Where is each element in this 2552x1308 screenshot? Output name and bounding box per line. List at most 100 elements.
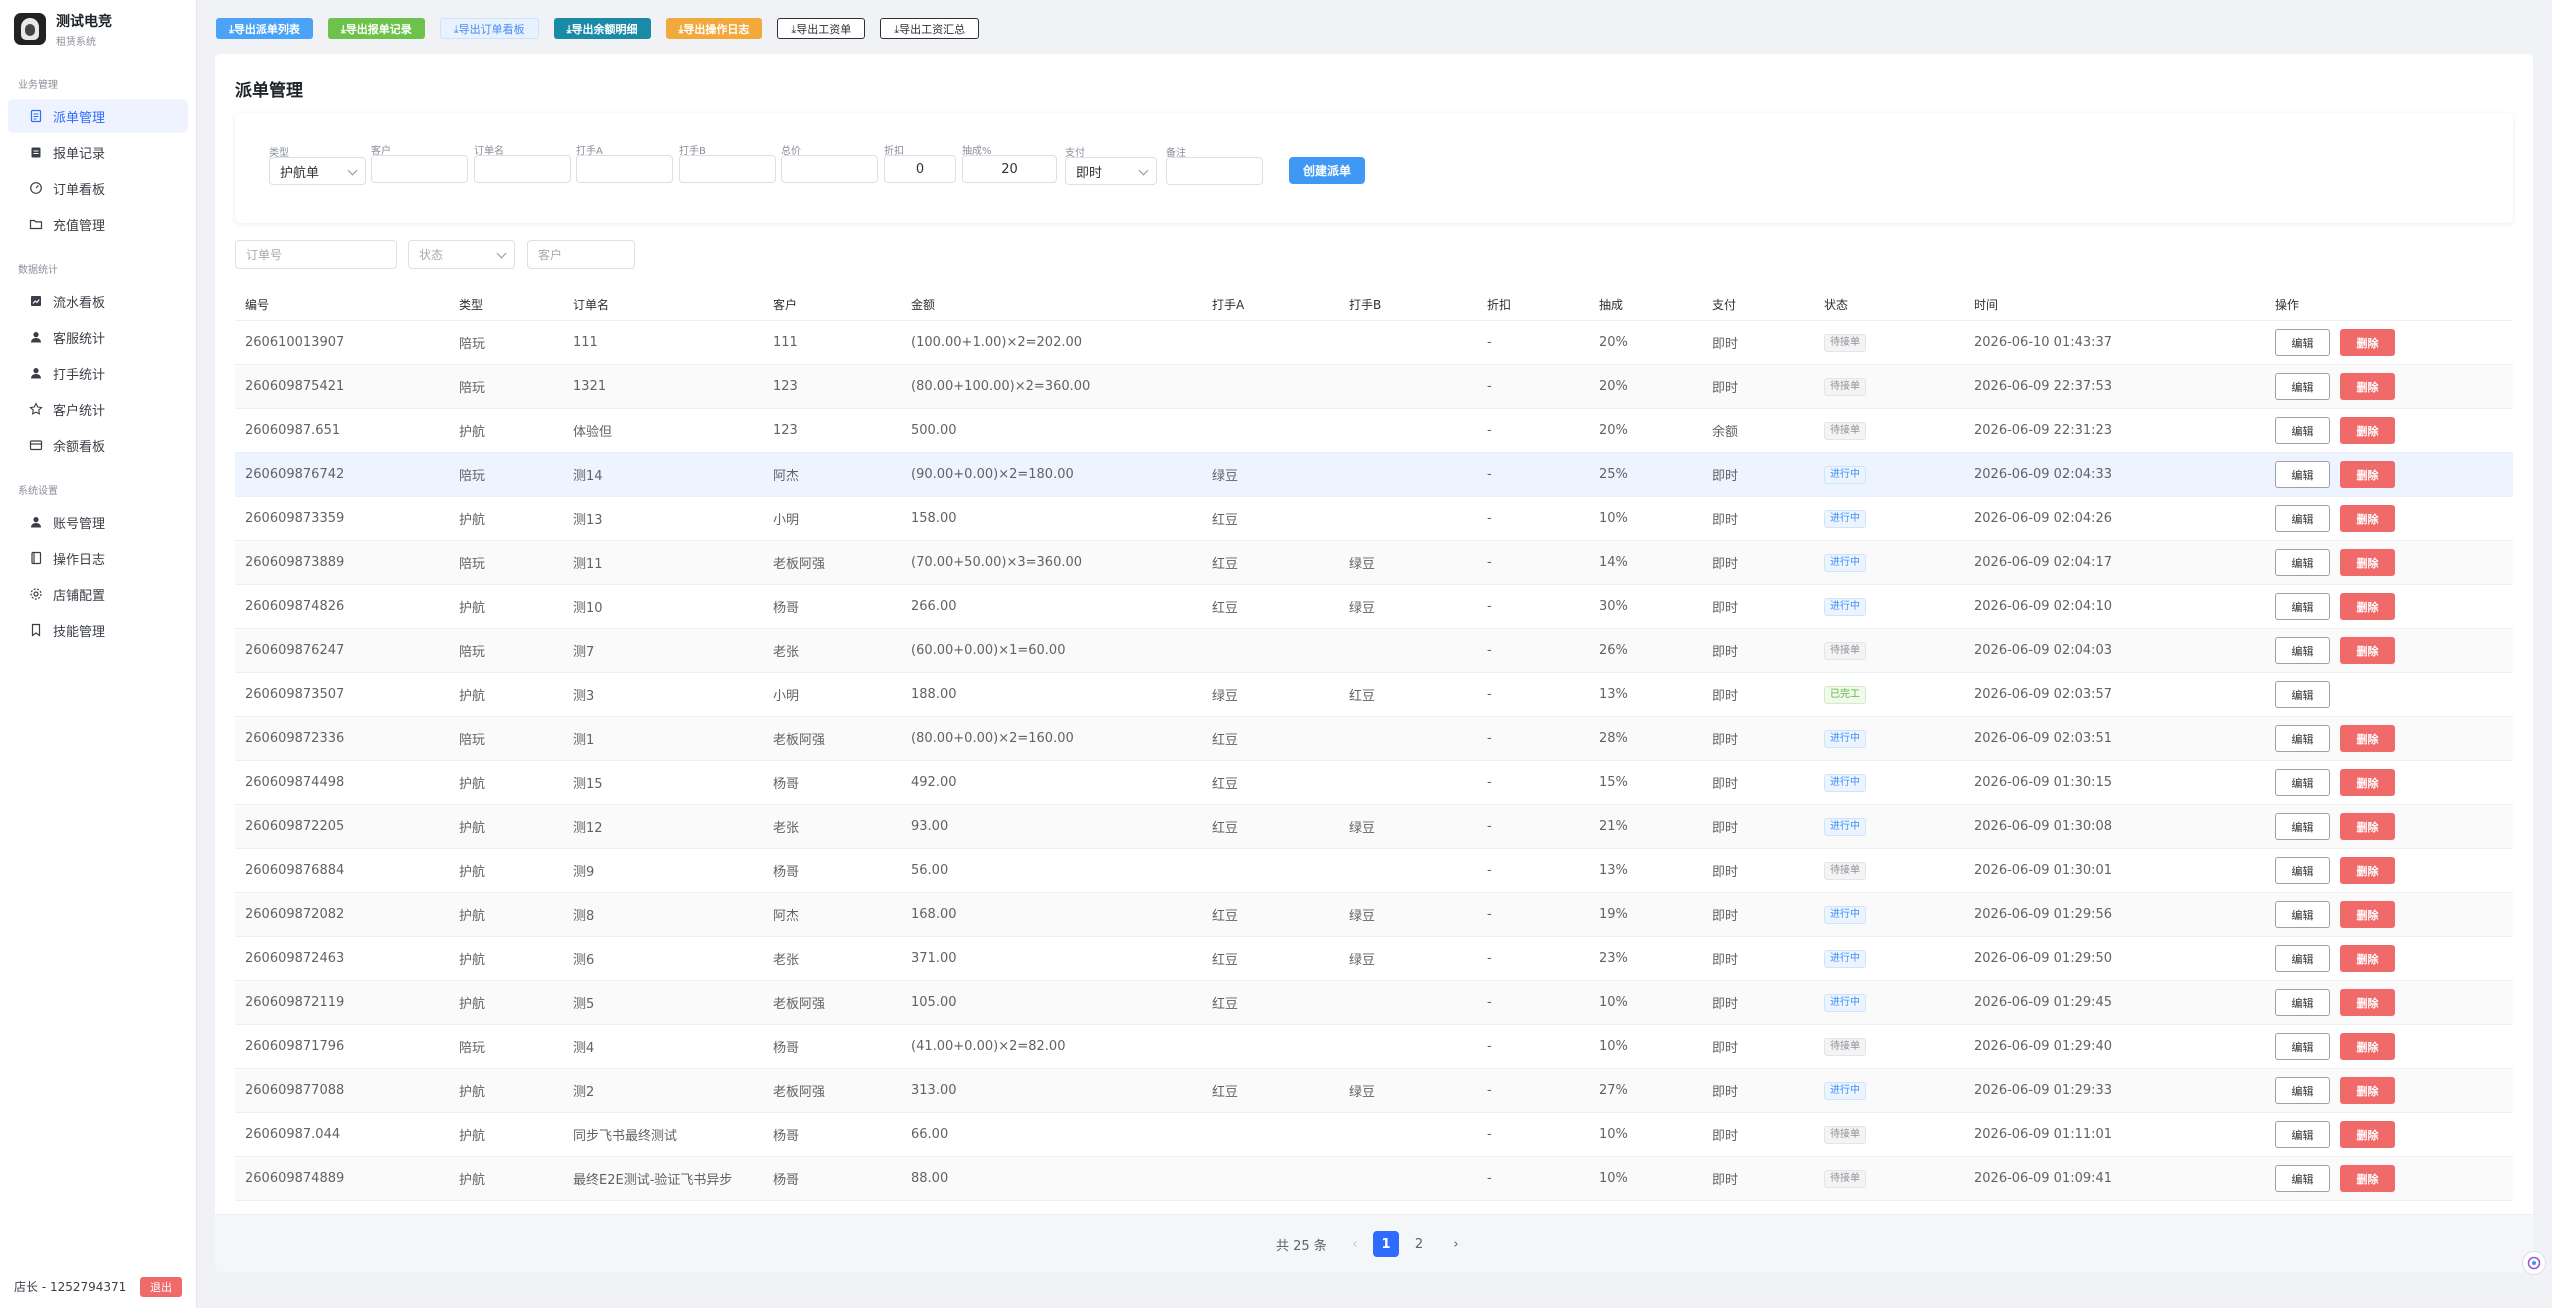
sidebar-item[interactable]: 流水看板 — [8, 284, 188, 318]
delete-button[interactable]: 删除 — [2340, 549, 2395, 576]
export-button[interactable]: ⤓导出订单看板 — [439, 18, 539, 39]
export-button[interactable]: ⤓导出操作日志 — [665, 18, 763, 39]
delete-button[interactable]: 删除 — [2340, 505, 2395, 532]
delete-button[interactable]: 删除 — [2340, 769, 2395, 796]
edit-button[interactable]: 编辑 — [2275, 417, 2330, 444]
table-row[interactable]: 260609872205 护航 测12 老张 93.00 红豆 绿豆 - 21% 即时 进行中 202… — [235, 805, 2513, 849]
table-row[interactable]: 260609874889 护航 最终E2E测试-验证飞书异步 杨哥 88.00 - 10% 即… — [235, 1157, 2513, 1201]
edit-button[interactable]: 编辑 — [2275, 813, 2330, 840]
customer-input[interactable] — [371, 155, 468, 183]
delete-button[interactable]: 删除 — [2340, 945, 2395, 972]
delete-button[interactable]: 删除 — [2340, 989, 2395, 1016]
table-row[interactable]: 260609875421 陪玩 1321 123 (80.00+100.00)×2=36… — [235, 365, 2513, 409]
delete-button[interactable]: 删除 — [2340, 417, 2395, 444]
page-2-button[interactable]: 2 — [1414, 1236, 1424, 1252]
delete-button[interactable]: 删除 — [2340, 725, 2395, 752]
next-page-button[interactable]: › — [1453, 1236, 1459, 1252]
delete-button[interactable]: 删除 — [2340, 329, 2395, 356]
assistant-icon[interactable] — [2522, 1251, 2546, 1275]
edit-button[interactable]: 编辑 — [2275, 505, 2330, 532]
table-row[interactable]: 260609872082 护航 测8 阿杰 168.00 红豆 绿豆 - 19% 即时 进行中 202… — [235, 893, 2513, 937]
edit-button[interactable]: 编辑 — [2275, 769, 2330, 796]
edit-button[interactable]: 编辑 — [2275, 1033, 2330, 1060]
table-row[interactable]: 260609876884 护航 测9 杨哥 56.00 - 13% 即时 待接单 2026-06-… — [235, 849, 2513, 893]
edit-button[interactable]: 编辑 — [2275, 945, 2330, 972]
table-row[interactable]: 260609876247 陪玩 测7 老张 (60.00+0.00)×1=60.00 - 2… — [235, 629, 2513, 673]
sidebar-item[interactable]: 余额看板 — [8, 428, 188, 462]
type-select[interactable]: 护航单 — [269, 157, 366, 185]
sidebar-item[interactable]: 账号管理 — [8, 505, 188, 539]
order-name-input[interactable] — [474, 155, 571, 183]
edit-button[interactable]: 编辑 — [2275, 1165, 2330, 1192]
edit-button[interactable]: 编辑 — [2275, 1121, 2330, 1148]
cell-time: 2026-06-09 01:11:01 — [1974, 1127, 2113, 1142]
table-row[interactable]: 260610013907 陪玩 111 111 (100.00+1.00)×2=202.… — [235, 321, 2513, 365]
edit-button[interactable]: 编辑 — [2275, 725, 2330, 752]
edit-button[interactable]: 编辑 — [2275, 329, 2330, 356]
table-row[interactable]: 260609874498 护航 测15 杨哥 492.00 红豆 - 15% 即时 进行中 2026… — [235, 761, 2513, 805]
delete-button[interactable]: 删除 — [2340, 1077, 2395, 1104]
export-button[interactable]: ⤓导出工资单 — [777, 18, 866, 39]
export-button[interactable]: ⤓导出工资汇总 — [880, 18, 980, 39]
delete-button[interactable]: 删除 — [2340, 857, 2395, 884]
table-row[interactable]: 260609873507 护航 测3 小明 188.00 绿豆 红豆 - 13% 即时 已完工 202… — [235, 673, 2513, 717]
delete-button[interactable]: 删除 — [2340, 637, 2395, 664]
delete-button[interactable]: 删除 — [2340, 1121, 2395, 1148]
sidebar-item[interactable]: 客服统计 — [8, 320, 188, 354]
player-a-input[interactable] — [576, 155, 673, 183]
sidebar-item[interactable]: 操作日志 — [8, 541, 188, 575]
delete-button[interactable]: 删除 — [2340, 901, 2395, 928]
note-input[interactable] — [1166, 157, 1263, 185]
status-filter[interactable]: 状态 — [408, 240, 515, 269]
sidebar-item[interactable]: 报单记录 — [8, 135, 188, 169]
delete-button[interactable]: 删除 — [2340, 813, 2395, 840]
table-row[interactable]: 26060987.044 护航 同步飞书最终测试 杨哥 66.00 - 10% 即时 待接单 20… — [235, 1113, 2513, 1157]
edit-button[interactable]: 编辑 — [2275, 901, 2330, 928]
create-order-button[interactable]: 创建派单 — [1289, 157, 1366, 184]
delete-button[interactable]: 删除 — [2340, 461, 2395, 488]
delete-button[interactable]: 删除 — [2340, 593, 2395, 620]
table-row[interactable]: 260609872336 陪玩 测1 老板阿强 (80.00+0.00)×2=160.0… — [235, 717, 2513, 761]
table-row[interactable]: 260609873889 陪玩 测11 老板阿强 (70.00+50.00)×3=360… — [235, 541, 2513, 585]
pay-select[interactable]: 即时 — [1065, 157, 1157, 185]
table-row[interactable]: 260609871796 陪玩 测4 杨哥 (41.00+0.00)×2=82.00 - 1… — [235, 1025, 2513, 1069]
export-button[interactable]: ⤓导出派单列表 — [216, 18, 313, 39]
logout-button[interactable]: 退出 — [140, 1277, 182, 1297]
total-price-input[interactable] — [781, 155, 878, 183]
edit-button[interactable]: 编辑 — [2275, 1077, 2330, 1104]
edit-button[interactable]: 编辑 — [2275, 681, 2330, 708]
export-button[interactable]: ⤓导出报单记录 — [327, 18, 425, 39]
sidebar-item[interactable]: 派单管理 — [8, 99, 188, 133]
commission-input[interactable]: 20 — [962, 155, 1057, 183]
table-row[interactable]: 260609876742 陪玩 测14 阿杰 (90.00+0.00)×2=180.00… — [235, 453, 2513, 497]
order-number-filter[interactable]: 订单号 — [235, 240, 397, 269]
prev-page-button[interactable]: ‹ — [1352, 1236, 1358, 1252]
delete-button[interactable]: 删除 — [2340, 373, 2395, 400]
sidebar-item[interactable]: 充值管理 — [8, 207, 188, 241]
table-row[interactable]: 260609877088 护航 测2 老板阿强 313.00 红豆 绿豆 - 27% 即时 进行中 2… — [235, 1069, 2513, 1113]
edit-button[interactable]: 编辑 — [2275, 373, 2330, 400]
customer-filter[interactable]: 客户 — [527, 240, 635, 269]
discount-input[interactable]: 0 — [884, 155, 956, 183]
edit-button[interactable]: 编辑 — [2275, 549, 2330, 576]
page-1-button[interactable]: 1 — [1373, 1231, 1399, 1257]
table-row[interactable]: 260609872119 护航 测5 老板阿强 105.00 红豆 - 10% 即时 进行中 202… — [235, 981, 2513, 1025]
export-button[interactable]: ⤓导出余额明细 — [553, 18, 651, 39]
sidebar-item[interactable]: 打手统计 — [8, 356, 188, 390]
table-row[interactable]: 26060987.651 护航 体验但 123 500.00 - 20% 余额 待接单 2026-… — [235, 409, 2513, 453]
sidebar-item[interactable]: 订单看板 — [8, 171, 188, 205]
table-row[interactable]: 260609873359 护航 测13 小明 158.00 红豆 - 10% 即时 进行中 2026… — [235, 497, 2513, 541]
table-row[interactable]: 260609874826 护航 测10 杨哥 266.00 红豆 绿豆 - 30% 即时 进行中 20… — [235, 585, 2513, 629]
sidebar-item[interactable]: 店铺配置 — [8, 577, 188, 611]
delete-button[interactable]: 删除 — [2340, 1033, 2395, 1060]
sidebar-item[interactable]: 技能管理 — [8, 613, 188, 647]
table-row[interactable]: 260609872463 护航 测6 老张 371.00 红豆 绿豆 - 23% 即时 进行中 202… — [235, 937, 2513, 981]
sidebar-item[interactable]: 客户统计 — [8, 392, 188, 426]
edit-button[interactable]: 编辑 — [2275, 461, 2330, 488]
edit-button[interactable]: 编辑 — [2275, 989, 2330, 1016]
edit-button[interactable]: 编辑 — [2275, 593, 2330, 620]
edit-button[interactable]: 编辑 — [2275, 857, 2330, 884]
delete-button[interactable]: 删除 — [2340, 1165, 2395, 1192]
edit-button[interactable]: 编辑 — [2275, 637, 2330, 664]
player-b-input[interactable] — [679, 155, 776, 183]
